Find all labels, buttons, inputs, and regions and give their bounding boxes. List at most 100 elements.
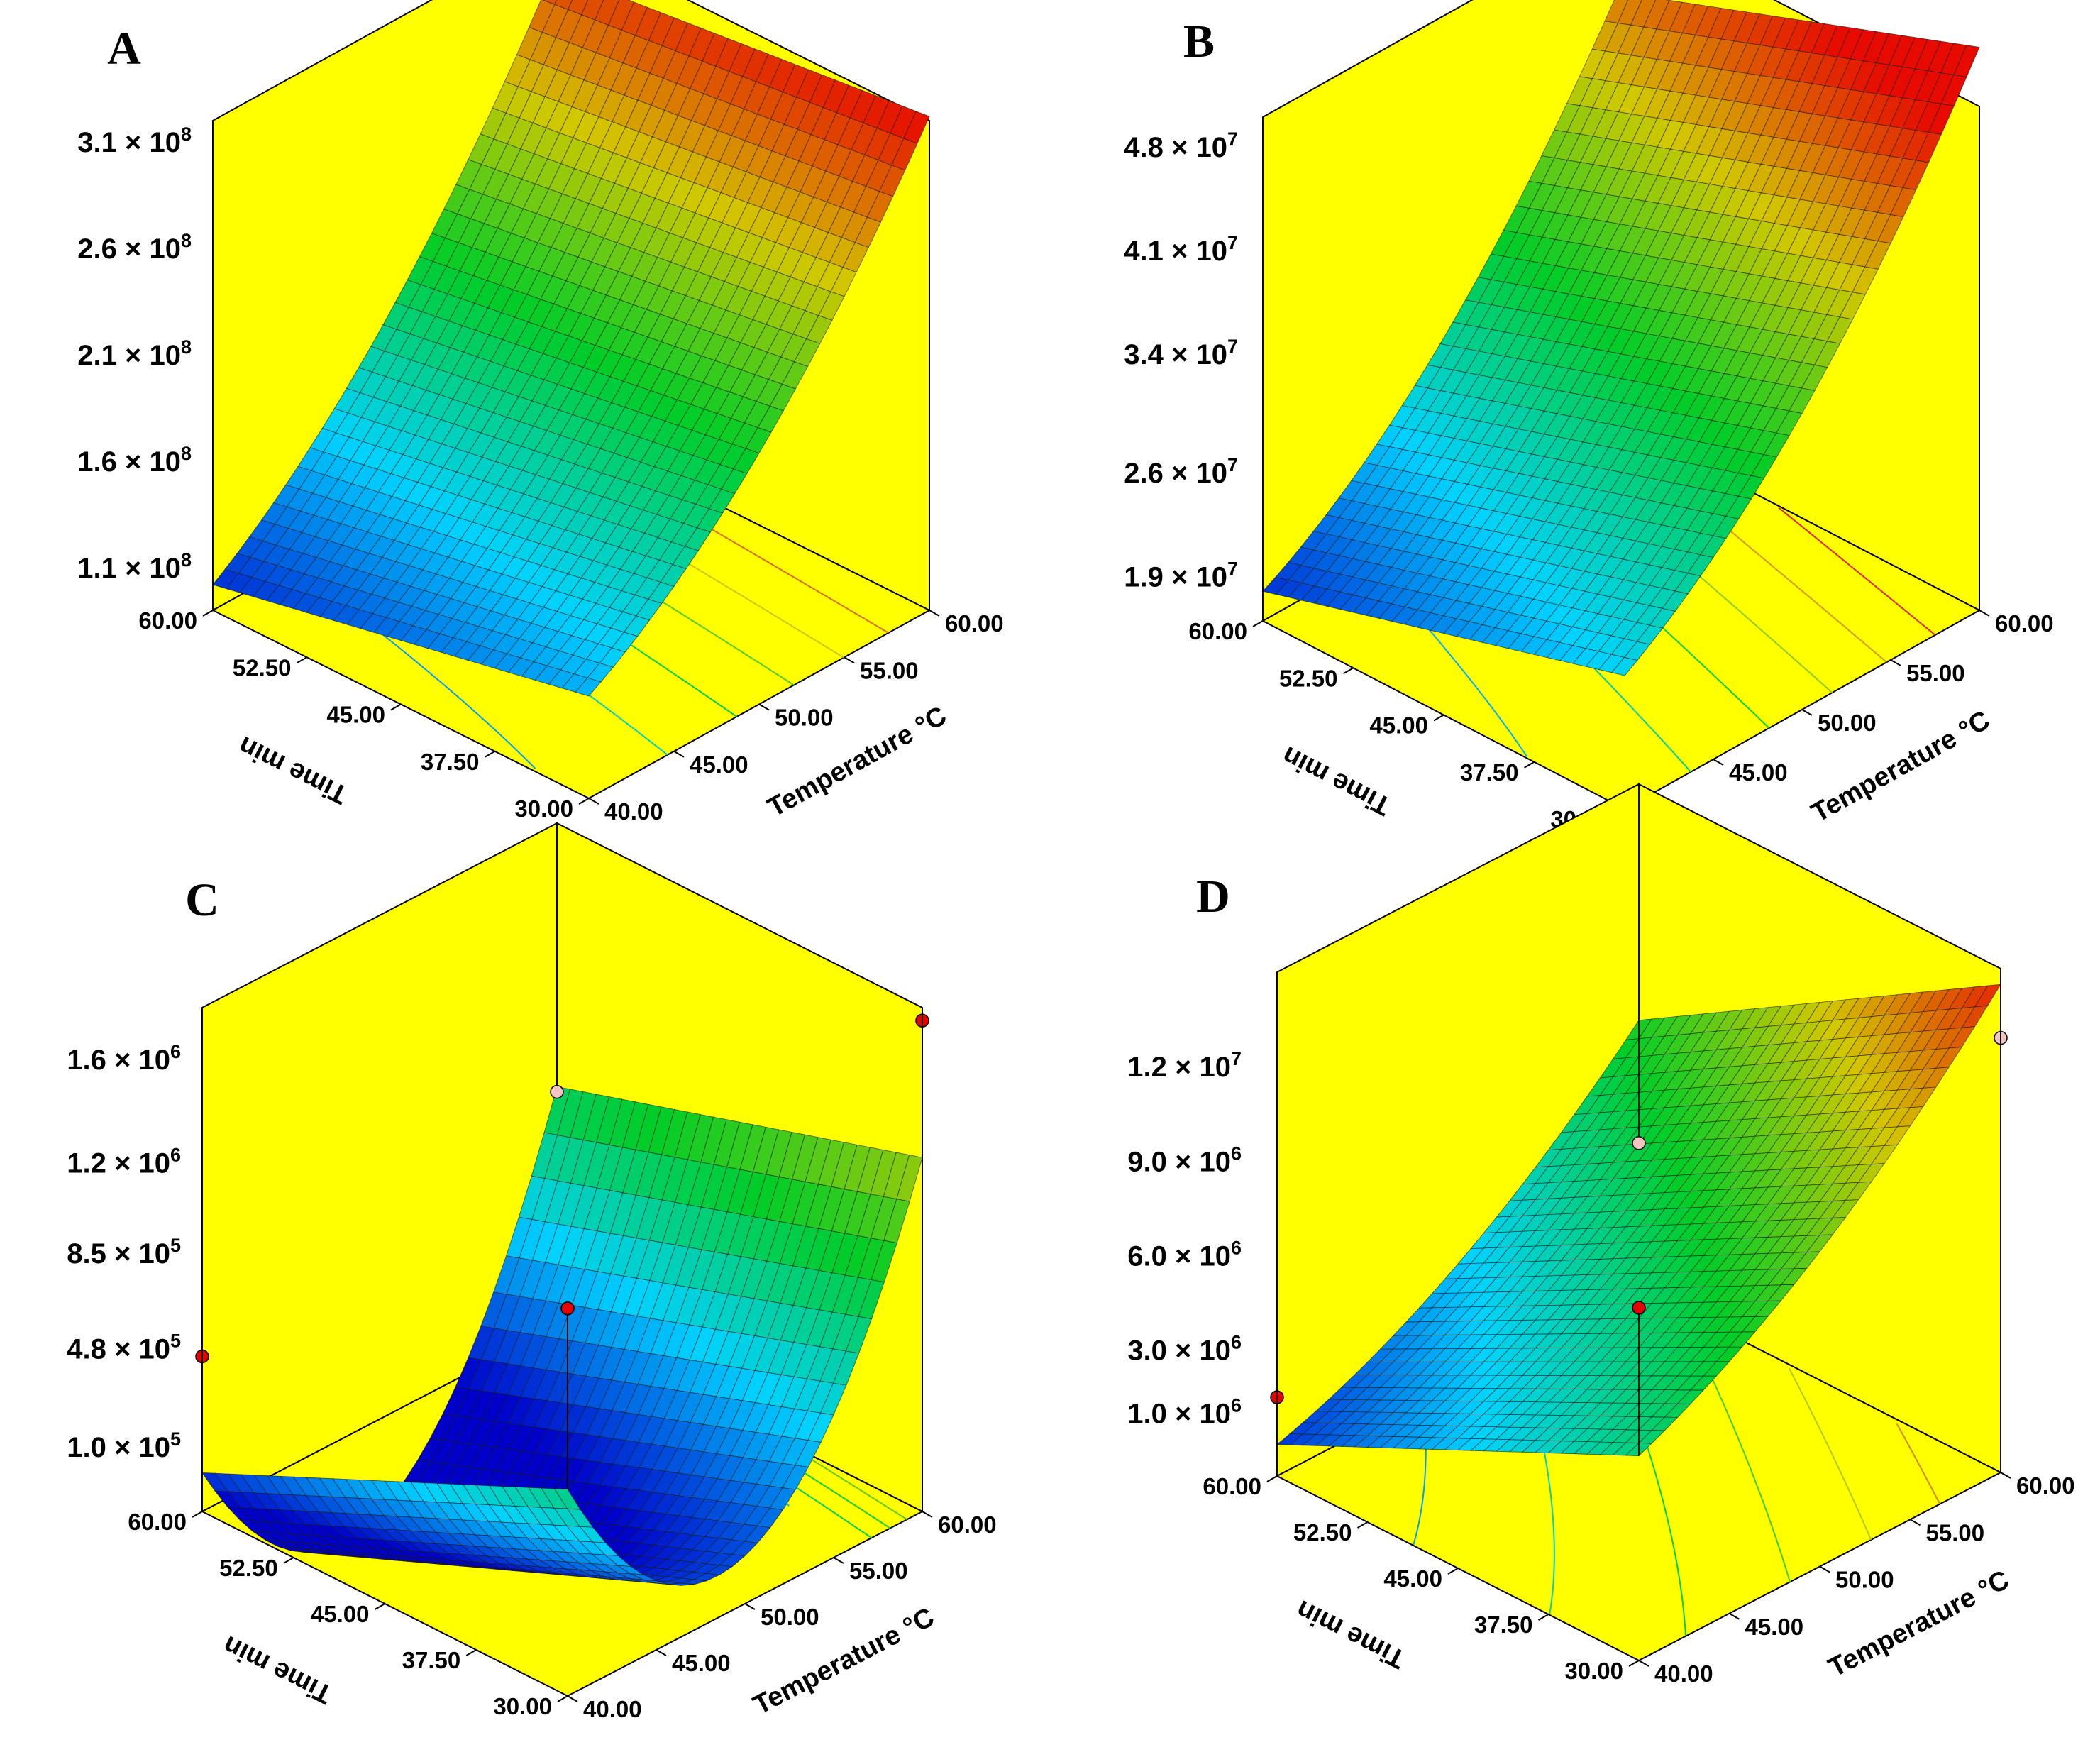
z-tick-label: 1.1 × 108 [77, 549, 192, 584]
temperature-tick-mark [656, 1649, 667, 1656]
temperature-tick-label: 60.00 [2016, 1472, 2075, 1499]
time-tick-mark [1447, 1568, 1459, 1575]
time-tick-mark [557, 1695, 568, 1702]
temperature-tick-mark [1910, 1519, 1921, 1526]
temperature-tick-mark [744, 1603, 756, 1610]
z-tick-label: 2.6 × 107 [1124, 454, 1238, 489]
z-tick-label: 4.1 × 107 [1124, 232, 1238, 267]
time-tick-label: 60.00 [1188, 618, 1247, 644]
time-tick-mark [202, 610, 214, 617]
time-tick-mark [1357, 1521, 1368, 1529]
temperature-tick-label: 60.00 [1995, 610, 2054, 637]
temperature-tick-mark [1890, 659, 1901, 666]
temperature-tick-label: 60.00 [938, 1511, 997, 1538]
panel-d: D 30.00 37.50 45.00 52.50 60.00 40.00 45.00 50.0… [1127, 783, 2075, 1687]
time-tick-mark [578, 798, 590, 805]
design-point [1632, 1136, 1646, 1150]
time-tick-mark [1538, 1614, 1549, 1621]
time-tick-label: 45.00 [1383, 1565, 1442, 1592]
design-point [560, 1301, 575, 1316]
time-tick-label: 37.50 [1474, 1612, 1533, 1638]
z-tick-label: 2.1 × 108 [77, 336, 192, 371]
z-tick-label: 2.6 × 108 [77, 230, 192, 265]
surface-cell [1953, 45, 1980, 77]
surface-cell [554, 0, 573, 11]
temperature-tick-label: 55.00 [849, 1558, 908, 1584]
temperature-tick-label: 55.00 [1926, 1519, 1985, 1546]
surface-cell [896, 1155, 923, 1202]
z-tick-label: 1.0 × 105 [67, 1428, 181, 1463]
time-tick-mark [485, 750, 495, 758]
z-tick-label: 3.0 × 106 [1127, 1332, 1242, 1367]
response-surface [212, 0, 930, 697]
surface-cell [903, 111, 930, 144]
time-tick-label: 52.50 [1293, 1519, 1352, 1546]
temperature-tick-label: 40.00 [583, 1696, 642, 1722]
time-tick-mark [1266, 1475, 1278, 1482]
time-tick-mark [375, 1603, 385, 1610]
temperature-tick-mark [1729, 1612, 1740, 1620]
panel-b: B30.0037.5045.0052.5060.0040.0045.0050.0… [1124, 0, 2054, 835]
temperature-tick-mark [922, 1511, 933, 1518]
z-tick-label: 1.6 × 108 [77, 443, 192, 478]
temperature-tick-label: 50.00 [775, 705, 834, 731]
panel-a: A 30.00 37.50 45.00 52.50 60.00 40.00 45.00 50.0… [77, 0, 1004, 825]
z-tick-label: 1.9 × 107 [1124, 558, 1238, 593]
temperature-tick-label: 55.00 [860, 657, 919, 683]
time-tick-mark [283, 1557, 294, 1564]
panel-label: B [1183, 16, 1215, 67]
temperature-tick-mark [1713, 759, 1724, 766]
contour-line [1788, 1367, 1872, 1541]
z-tick-label: 1.0 × 106 [1127, 1394, 1242, 1429]
panel-label: C [185, 874, 219, 926]
temperature-tick-label: 60.00 [945, 610, 1004, 637]
time-tick-label: 60.00 [1203, 1473, 1261, 1499]
z-tick-label: 9.0 × 106 [1127, 1142, 1242, 1177]
response-surface [1262, 0, 1980, 676]
contour-line [1896, 1423, 1941, 1504]
temperature-tick-mark [929, 610, 940, 617]
time-tick-label: 52.50 [233, 654, 292, 681]
time-tick-label: 30.00 [1564, 1658, 1623, 1684]
time-tick-label: 37.50 [1460, 759, 1519, 786]
time-tick-label: 60.00 [128, 1509, 187, 1535]
response-surface [1276, 984, 2001, 1457]
contour-line [1778, 507, 1936, 636]
time-tick-label: 52.50 [219, 1555, 278, 1581]
design-point [1632, 1301, 1646, 1315]
z-tick-label: 4.8 × 107 [1124, 128, 1238, 163]
z-tick-label: 1.6 × 106 [67, 1041, 181, 1076]
z-tick-label: 3.1 × 108 [77, 123, 192, 158]
z-tick-label: 6.0 × 106 [1127, 1237, 1242, 1272]
time-axis-title: Time min [1278, 740, 1396, 821]
temperature-tick-mark [1801, 709, 1813, 716]
temperature-tick-label: 40.00 [604, 798, 663, 825]
z-tick-label: 1.2 × 107 [1127, 1048, 1242, 1083]
temperature-tick-mark [1979, 610, 1990, 617]
temperature-tick-label: 45.00 [690, 751, 748, 778]
time-tick-mark [297, 656, 307, 664]
temperature-tick-label: 50.00 [761, 1604, 819, 1630]
temperature-tick-mark [844, 656, 855, 664]
design-point [550, 1084, 564, 1099]
temperature-tick-mark [833, 1557, 844, 1564]
temperature-tick-mark [1819, 1565, 1830, 1573]
temperature-tick-mark [1638, 1660, 1649, 1667]
time-tick-mark [390, 703, 402, 711]
time-tick-mark [192, 1511, 203, 1518]
time-tick-mark [465, 1649, 477, 1656]
time-tick-label: 30.00 [514, 795, 573, 822]
temperature-tick-mark [2000, 1472, 2011, 1479]
panel-c: C 30.00 37.50 45.00 52.50 60.00 40.00 45.00 50.0… [67, 822, 997, 1722]
temperature-tick-label: 50.00 [1818, 710, 1877, 736]
panel-label: A [107, 23, 141, 75]
time-tick-mark [1524, 761, 1535, 769]
time-tick-label: 45.00 [311, 1601, 370, 1627]
temperature-tick-label: 55.00 [1906, 660, 1965, 686]
time-tick-mark [1433, 714, 1444, 722]
time-axis-title: Time min [1292, 1594, 1410, 1674]
time-tick-mark [1343, 667, 1354, 675]
temperature-tick-label: 45.00 [1729, 759, 1788, 786]
time-tick-label: 45.00 [1369, 712, 1428, 739]
